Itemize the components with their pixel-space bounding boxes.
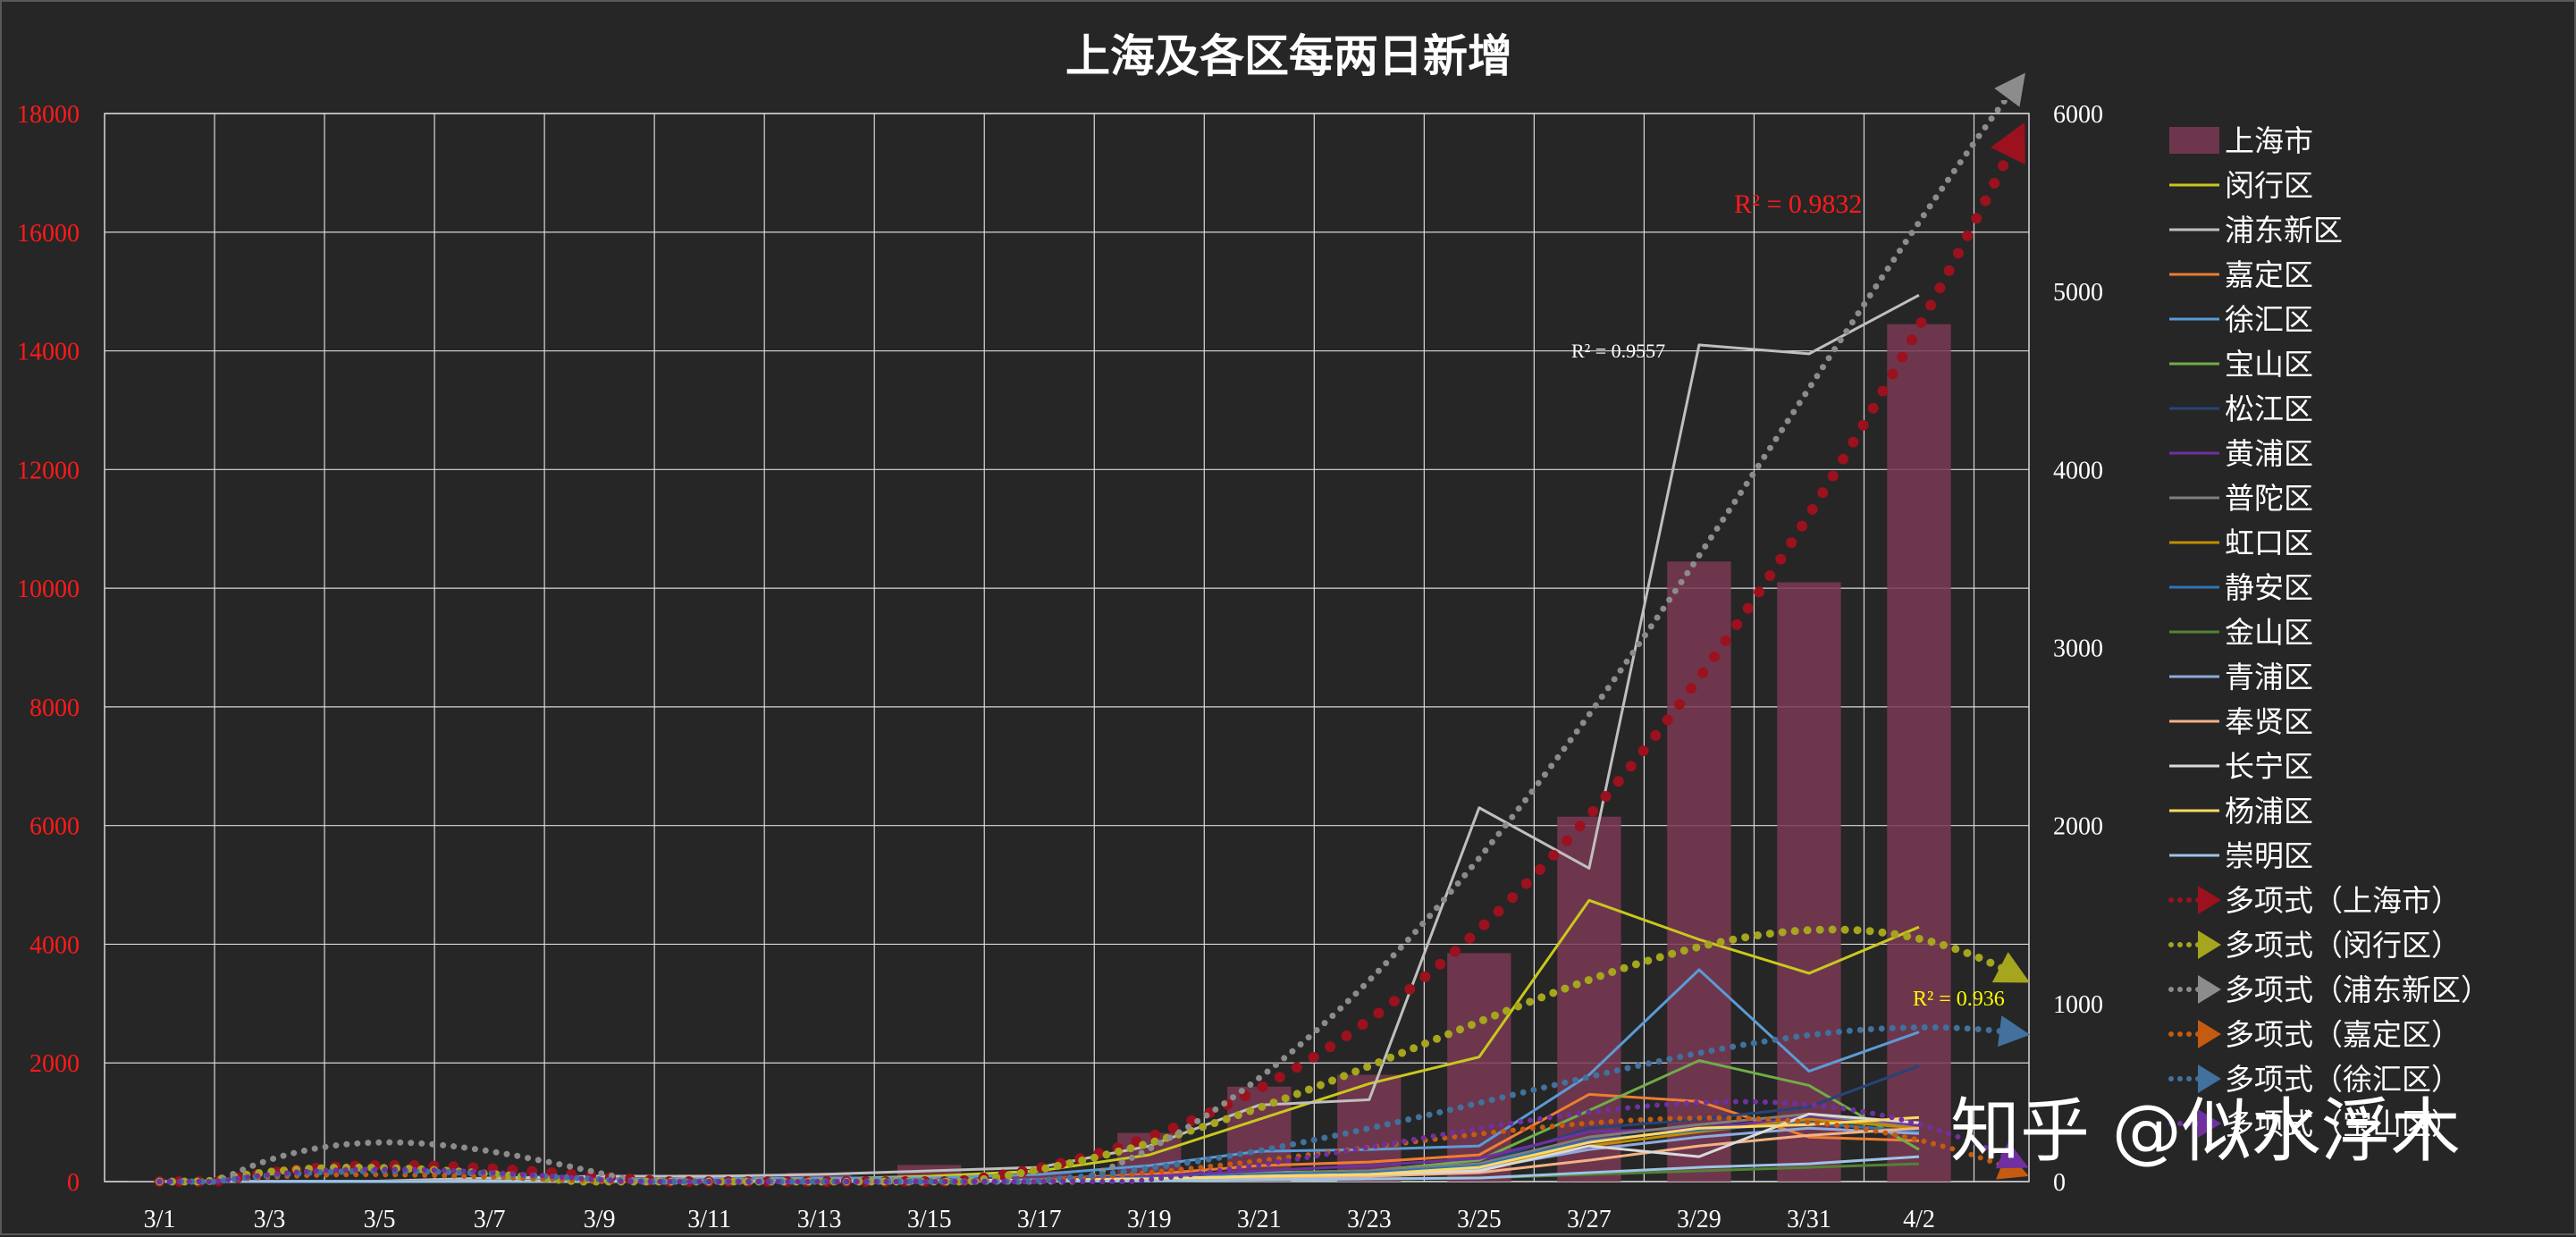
- bar-shanghai: [1887, 324, 1950, 1182]
- y-left-tick-label: 8000: [29, 694, 80, 722]
- y-left-tick-label: 18000: [17, 101, 80, 129]
- y-right-tick-label: 6000: [2053, 101, 2103, 129]
- legend-label: 崇明区: [2225, 838, 2313, 873]
- legend-key-bar: [2169, 127, 2219, 154]
- bar-shanghai: [1777, 582, 1840, 1182]
- watermark: 知乎 @似水浮木: [1950, 1091, 2461, 1172]
- trend-layer: [160, 83, 2018, 1182]
- trend-arrowhead: [1991, 122, 2025, 164]
- x-tick-label: 3/27: [1567, 1206, 1612, 1233]
- legend-label: 多项式（浦东新区）: [2225, 972, 2490, 1007]
- x-tick-label: 3/31: [1787, 1206, 1831, 1233]
- legend-label: 闵行区: [2225, 168, 2313, 203]
- y-left-tick-label: 2000: [29, 1050, 80, 1078]
- y-left-tick-label: 10000: [17, 576, 80, 603]
- legend-label: 普陀区: [2225, 481, 2313, 516]
- trend-arrowhead: [1998, 1015, 2030, 1047]
- x-tick-label: 3/29: [1677, 1206, 1722, 1233]
- legend-label: 多项式（上海市）: [2225, 883, 2461, 918]
- legend-label: 上海市: [2225, 123, 2313, 158]
- y-right-tick-label: 2000: [2053, 813, 2103, 841]
- y-left-tick-label: 6000: [29, 813, 80, 841]
- y-left-tick-label: 0: [67, 1169, 80, 1197]
- x-tick-label: 3/1: [144, 1206, 176, 1233]
- x-tick-label: 3/17: [1017, 1206, 1062, 1233]
- legend-label: 浦东新区: [2225, 213, 2343, 248]
- legend-label: 嘉定区: [2225, 257, 2313, 292]
- y-right-tick-label: 1000: [2053, 991, 2103, 1019]
- plot-frame: [105, 114, 2029, 1182]
- trend-arrows: [1991, 73, 2030, 1180]
- x-tick-label: 3/13: [797, 1206, 842, 1233]
- r-squared-label: R² = 0.936: [1913, 988, 2005, 1011]
- x-tick-label: 3/15: [907, 1206, 952, 1233]
- x-tick-label: 3/5: [364, 1206, 396, 1233]
- legend: 上海市闵行区浦东新区嘉定区徐汇区宝山区松江区黄浦区普陀区虹口区静安区金山区青浦区…: [2169, 123, 2490, 1141]
- x-tick-label: 3/11: [687, 1206, 731, 1233]
- x-tick-label: 3/23: [1347, 1206, 1392, 1233]
- legend-label: 松江区: [2225, 391, 2313, 426]
- legend-label: 杨浦区: [2225, 794, 2313, 829]
- r-squared-label: R² = 0.9557: [1571, 340, 1665, 362]
- trend-line: [160, 930, 2018, 1182]
- legend-key-arrow: [2198, 886, 2221, 914]
- y-left-tick-label: 4000: [29, 931, 80, 959]
- legend-key-arrow: [2198, 975, 2221, 1004]
- legend-label: 虹口区: [2225, 526, 2313, 560]
- x-tick-label: 3/9: [584, 1206, 616, 1233]
- x-tick-label: 3/7: [474, 1206, 506, 1233]
- y-right-tick-label: 3000: [2053, 635, 2103, 663]
- legend-label: 静安区: [2225, 570, 2313, 605]
- legend-label: 金山区: [2225, 615, 2313, 650]
- x-tick-label: 3/25: [1457, 1206, 1502, 1233]
- x-tick-label: 3/19: [1127, 1206, 1172, 1233]
- x-tick-label: 3/3: [254, 1206, 286, 1233]
- legend-key-arrow: [2198, 1064, 2221, 1093]
- bar-shanghai: [1667, 561, 1730, 1182]
- trend-arrowhead: [1994, 73, 2025, 107]
- legend-label: 宝山区: [2225, 347, 2313, 382]
- legend-label: 长宁区: [2225, 749, 2313, 784]
- legend-label: 徐汇区: [2225, 302, 2313, 337]
- legend-label: 多项式（嘉定区）: [2225, 1017, 2461, 1052]
- legend-label: 黄浦区: [2225, 436, 2313, 471]
- trend-line: [160, 83, 2018, 1182]
- series-line: [160, 900, 1919, 1182]
- x-tick-label: 4/2: [1903, 1206, 1935, 1233]
- y-left-tick-label: 14000: [17, 339, 80, 366]
- legend-label: 青浦区: [2225, 660, 2313, 694]
- y-right-tick-label: 4000: [2053, 457, 2103, 484]
- y-right-tick-label: 5000: [2053, 279, 2103, 307]
- grid-layer: [105, 114, 2029, 1182]
- y-right-tick-label: 0: [2053, 1169, 2066, 1197]
- chart-title: 上海及各区每两日新增: [1065, 30, 1512, 82]
- x-tick-label: 3/21: [1237, 1206, 1282, 1233]
- legend-label: 奉贤区: [2225, 704, 2313, 739]
- legend-label: 多项式（闵行区）: [2225, 928, 2461, 963]
- r-squared-label: R² = 0.9832: [1734, 189, 1862, 219]
- legend-key-arrow: [2198, 1020, 2221, 1048]
- trend-line: [160, 136, 2018, 1182]
- legend-key-arrow: [2198, 930, 2221, 959]
- series-line: [160, 970, 1919, 1182]
- y-left-tick-label: 12000: [17, 457, 80, 484]
- y-left-tick-label: 16000: [17, 220, 80, 248]
